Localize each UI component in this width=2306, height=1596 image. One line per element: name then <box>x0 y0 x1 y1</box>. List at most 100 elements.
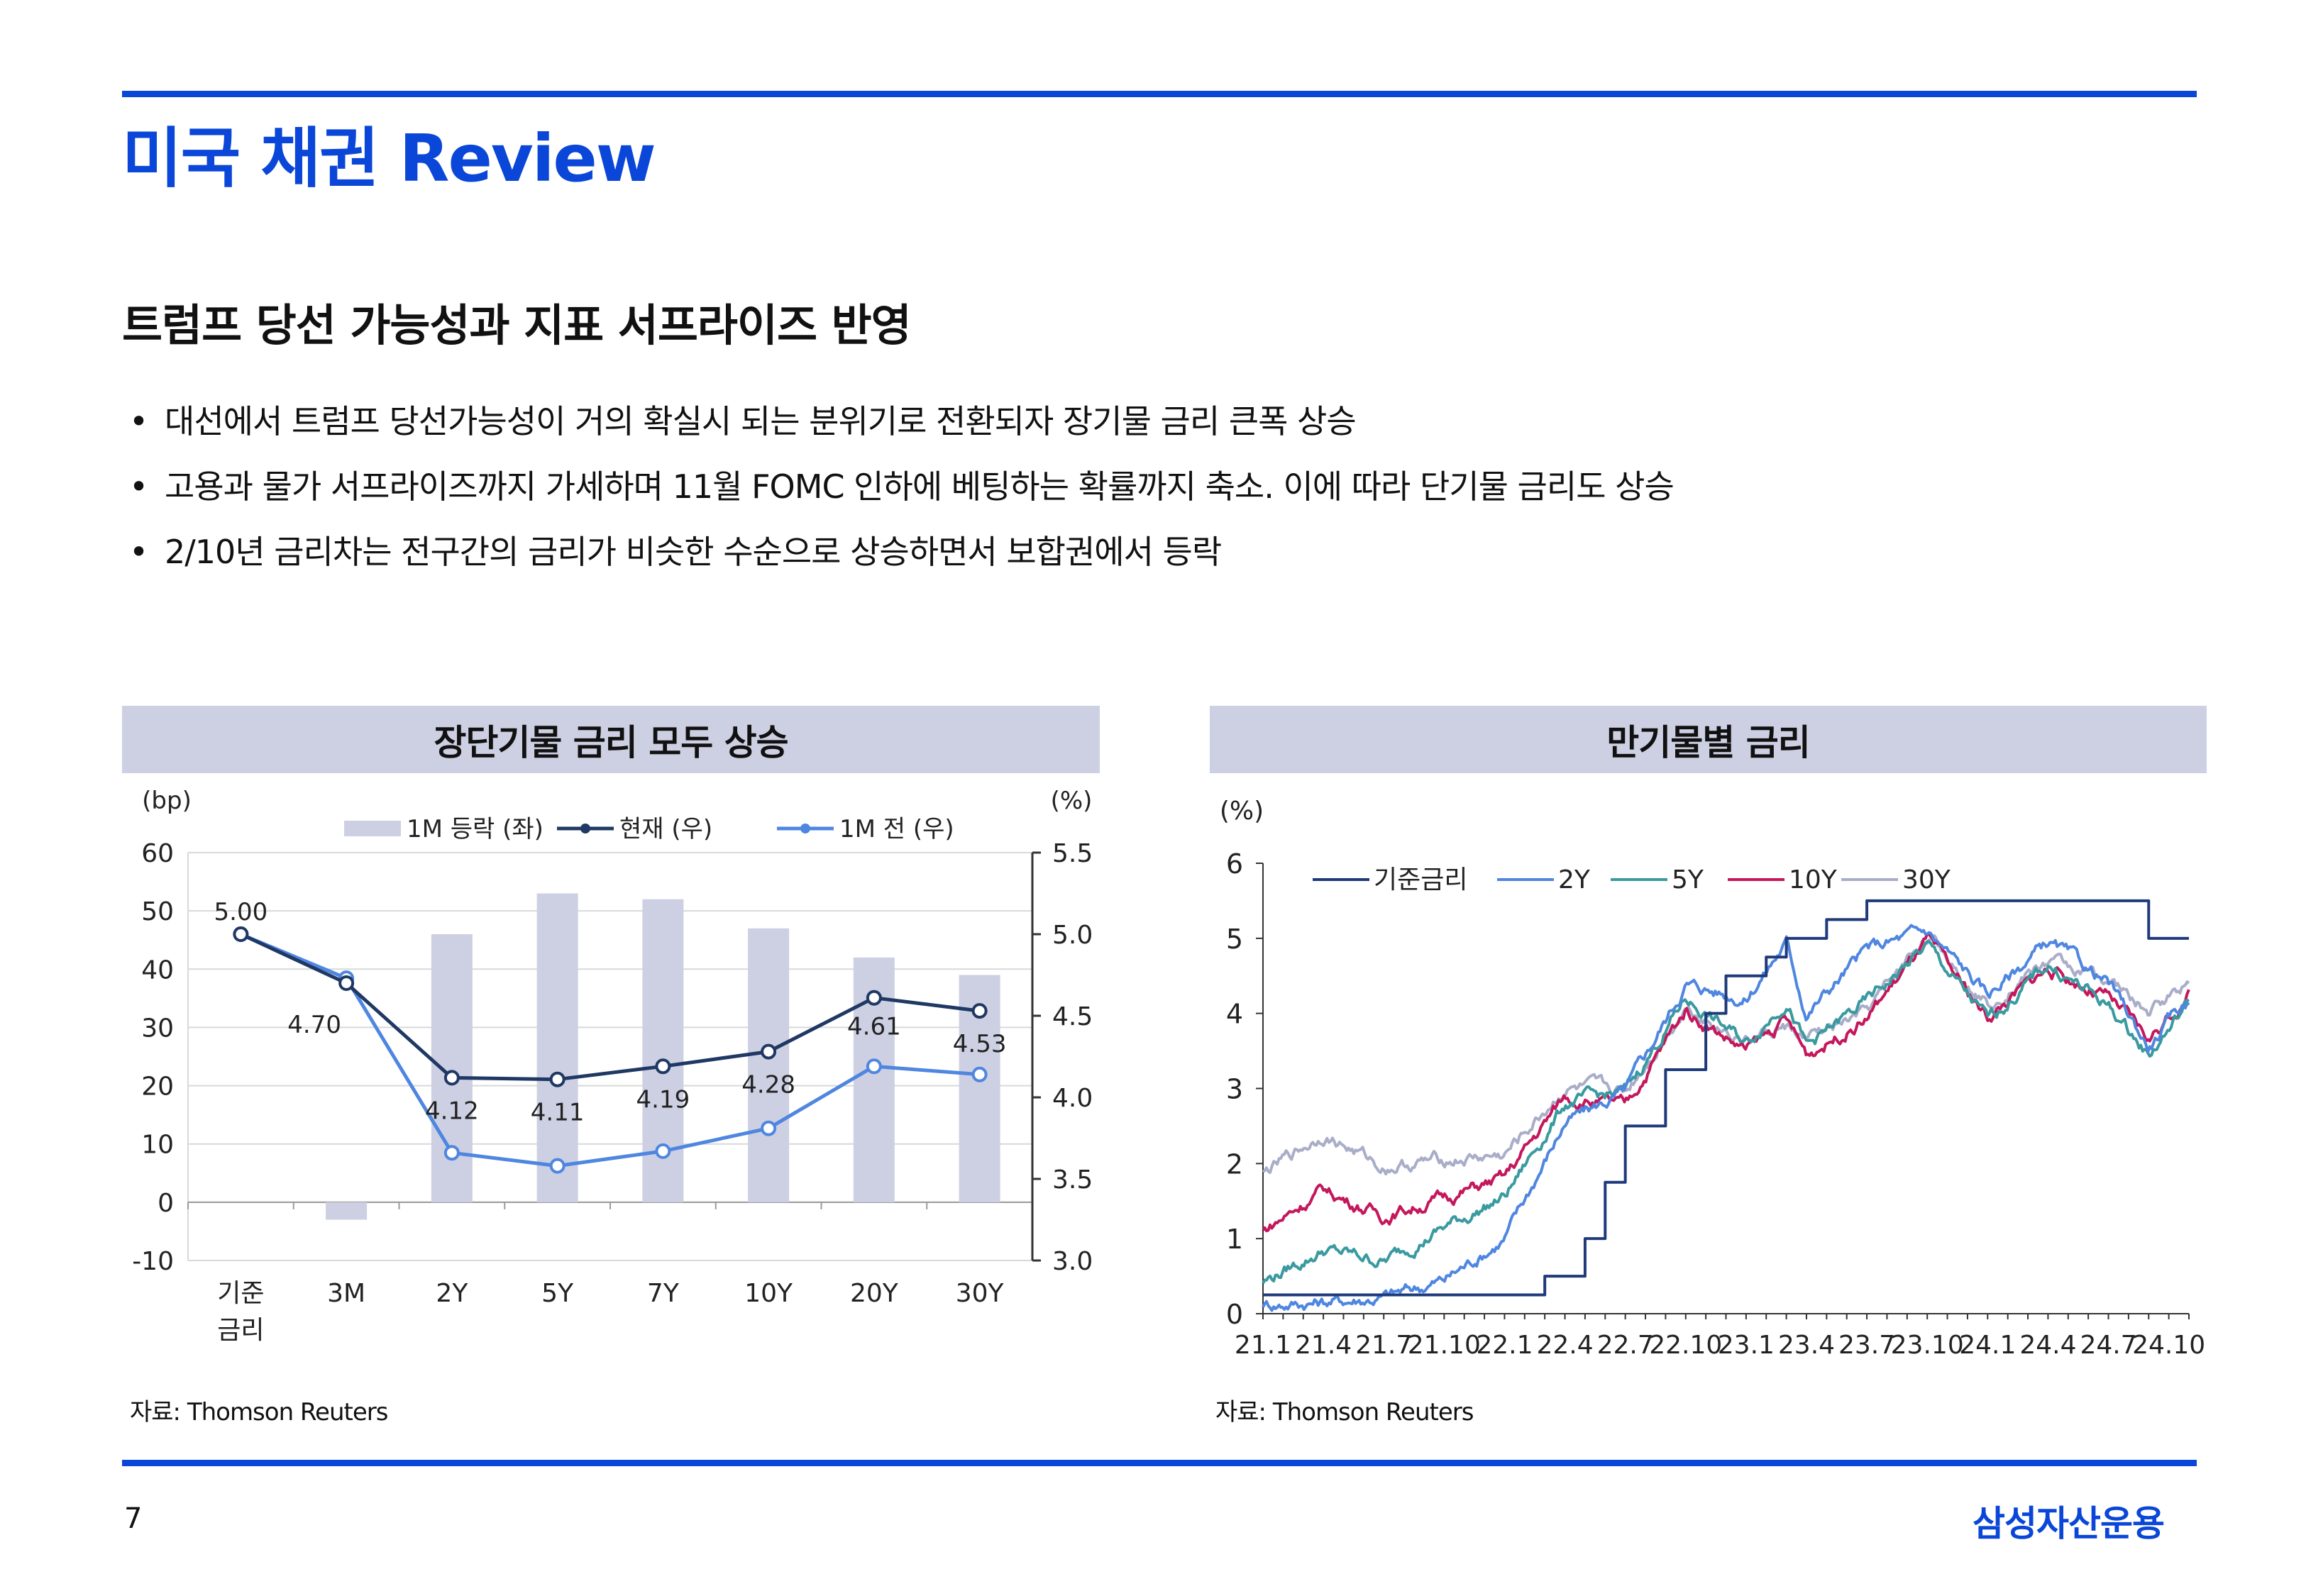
x-tick-label: 24.4 <box>2019 1331 2076 1360</box>
y-tick-label-left: -10 <box>132 1247 174 1276</box>
current-series-point <box>655 1058 671 1075</box>
legend-label: 현재 (우) <box>619 815 712 843</box>
bullet-dot: • <box>129 402 148 440</box>
bullet-text: 2/10년 금리차는 전구간의 금리가 비슷한 수순으로 상승하면서 보합권에서… <box>165 533 1222 571</box>
bullet-dot: • <box>129 533 148 571</box>
yield-change-chart: -10 0 10 20 30 40 50 60 3.0 3.5 4.0 4.5 5.0 5.5 (bp) (%… <box>132 787 1093 1345</box>
x-tick-label: 22.7 <box>1597 1331 1654 1360</box>
x-tick-label: 7Y <box>647 1279 680 1308</box>
top-rule <box>122 91 2197 97</box>
y-tick-label-left: 20 <box>141 1073 174 1102</box>
legend-label: 30Y <box>1902 865 1951 894</box>
data-label: 4.61 <box>847 1013 901 1041</box>
y-tick-label-left: 60 <box>141 839 174 868</box>
y-tick-label: 2 <box>1226 1148 1243 1180</box>
x-tick-label: 2Y <box>436 1279 468 1308</box>
legend-label: 5Y <box>1672 865 1704 894</box>
x-tick-label: 21.4 <box>1295 1331 1352 1360</box>
list-item: • 2/10년 금리차는 전구간의 금리가 비슷한 수순으로 상승하면서 보합권에… <box>129 519 1674 584</box>
x-tick-label: 21.10 <box>1408 1331 1481 1360</box>
legend-marker-prev <box>800 824 810 833</box>
left-chart-heading: 장단기물 금리 모두 상승 <box>122 706 1100 773</box>
section-subtitle: 트럼프 당선 가능성과 지표 서프라이즈 반영 <box>122 299 912 351</box>
y-tick-label: 0 <box>1226 1299 1243 1330</box>
y-tick-label: 4 <box>1226 999 1243 1030</box>
x-tick-label: 금리 <box>217 1316 264 1345</box>
current-series-point <box>761 1043 777 1060</box>
x-tick-label: 30Y <box>956 1279 1005 1308</box>
y-tick-label-left: 50 <box>141 897 174 926</box>
bullet-dot: • <box>129 467 148 506</box>
right-chart-source: 자료: Thomson Reuters <box>1215 1398 1474 1426</box>
y-tick-label-left: 10 <box>141 1131 174 1160</box>
bar <box>748 928 790 1202</box>
prev-month-series-point <box>866 1058 882 1075</box>
x-tick-label: 21.1 <box>1235 1331 1291 1360</box>
current-series-point <box>866 990 882 1006</box>
data-label: 4.12 <box>425 1097 479 1125</box>
page-number: 7 <box>124 1502 143 1535</box>
current-series-point <box>233 926 249 942</box>
x-tick-label: 23.10 <box>1891 1331 1964 1360</box>
x-tick-label: 23.1 <box>1718 1331 1775 1360</box>
prev-month-series-point <box>761 1120 777 1136</box>
x-tick-label: 22.1 <box>1476 1331 1533 1360</box>
y-tick-label-left: 0 <box>158 1189 174 1218</box>
y-tick-label-right: 4.0 <box>1052 1084 1093 1113</box>
series-line-10Y <box>1262 933 2190 1233</box>
current-series-point <box>971 1003 988 1019</box>
prev-month-series-point <box>971 1066 988 1082</box>
bullet-text: 대선에서 트럼프 당선가능성이 거의 확실시 되는 분위기로 전환되자 장기물 … <box>165 402 1357 440</box>
y-tick-label-left: 30 <box>141 1014 174 1043</box>
x-tick-label: 24.1 <box>1959 1331 2016 1360</box>
bar <box>431 934 473 1202</box>
y-tick-label-right: 3.0 <box>1052 1247 1093 1276</box>
x-tick-label: 24.10 <box>2132 1331 2205 1360</box>
bullet-list: • 대선에서 트럼프 당선가능성이 거의 확실시 되는 분위기로 전환되자 장기물… <box>129 389 1675 584</box>
y-tick-label-right: 3.5 <box>1052 1165 1093 1195</box>
x-tick-label: 3M <box>327 1279 365 1308</box>
legend-label: 1M 전 (우) <box>839 815 954 843</box>
data-label: 4.11 <box>531 1099 585 1127</box>
brand-logo: 삼성자산운용 <box>1973 1503 2165 1544</box>
y-tick-label-right: 5.0 <box>1052 921 1093 950</box>
x-tick-label: 23.4 <box>1778 1331 1835 1360</box>
y-tick-label-right: 5.5 <box>1052 839 1093 868</box>
data-label: 5.00 <box>214 898 268 926</box>
series-line-5Y <box>1262 940 2190 1285</box>
bullet-text: 고용과 물가 서프라이즈까지 가세하며 11월 FOMC 인하에 베팅하는 확률… <box>165 467 1675 506</box>
bar <box>536 893 578 1202</box>
list-item: • 대선에서 트럼프 당선가능성이 거의 확실시 되는 분위기로 전환되자 장기물… <box>129 389 1674 454</box>
current-series-line <box>240 932 980 1082</box>
x-tick-label: 22.10 <box>1649 1331 1722 1360</box>
y-axis-unit: (%) <box>1220 797 1264 826</box>
x-tick-label: 기준 <box>217 1279 264 1308</box>
y-tick-label: 6 <box>1226 848 1243 880</box>
x-tick-label: 21.7 <box>1355 1331 1412 1360</box>
left-chart-source: 자료: Thomson Reuters <box>130 1398 388 1426</box>
prev-month-series-line <box>240 932 980 1168</box>
y-tick-label: 1 <box>1226 1224 1243 1255</box>
x-tick-label: 22.4 <box>1536 1331 1593 1360</box>
bar <box>326 1202 368 1220</box>
current-series-point <box>338 975 355 991</box>
data-label: 4.70 <box>287 1011 341 1039</box>
legend-label: 10Y <box>1789 865 1838 894</box>
legend-label: 기준금리 <box>1374 865 1467 894</box>
data-label: 4.53 <box>953 1030 1007 1058</box>
data-label: 4.28 <box>741 1071 795 1099</box>
x-tick-label: 10Y <box>744 1279 793 1308</box>
prev-month-series-point <box>443 1145 460 1161</box>
legend-marker-current <box>580 824 590 833</box>
y-tick-label-left: 40 <box>141 955 174 985</box>
current-series-point <box>443 1070 460 1086</box>
legend-label: 2Y <box>1558 865 1591 894</box>
y-tick-label: 3 <box>1226 1074 1243 1105</box>
x-tick-label: 5Y <box>541 1279 574 1308</box>
right-chart-heading: 만기물별 금리 <box>1210 706 2207 773</box>
data-label: 4.19 <box>636 1085 690 1114</box>
current-series-point <box>549 1071 566 1087</box>
legend-swatch-bar <box>344 821 401 836</box>
bottom-rule <box>122 1460 2197 1466</box>
